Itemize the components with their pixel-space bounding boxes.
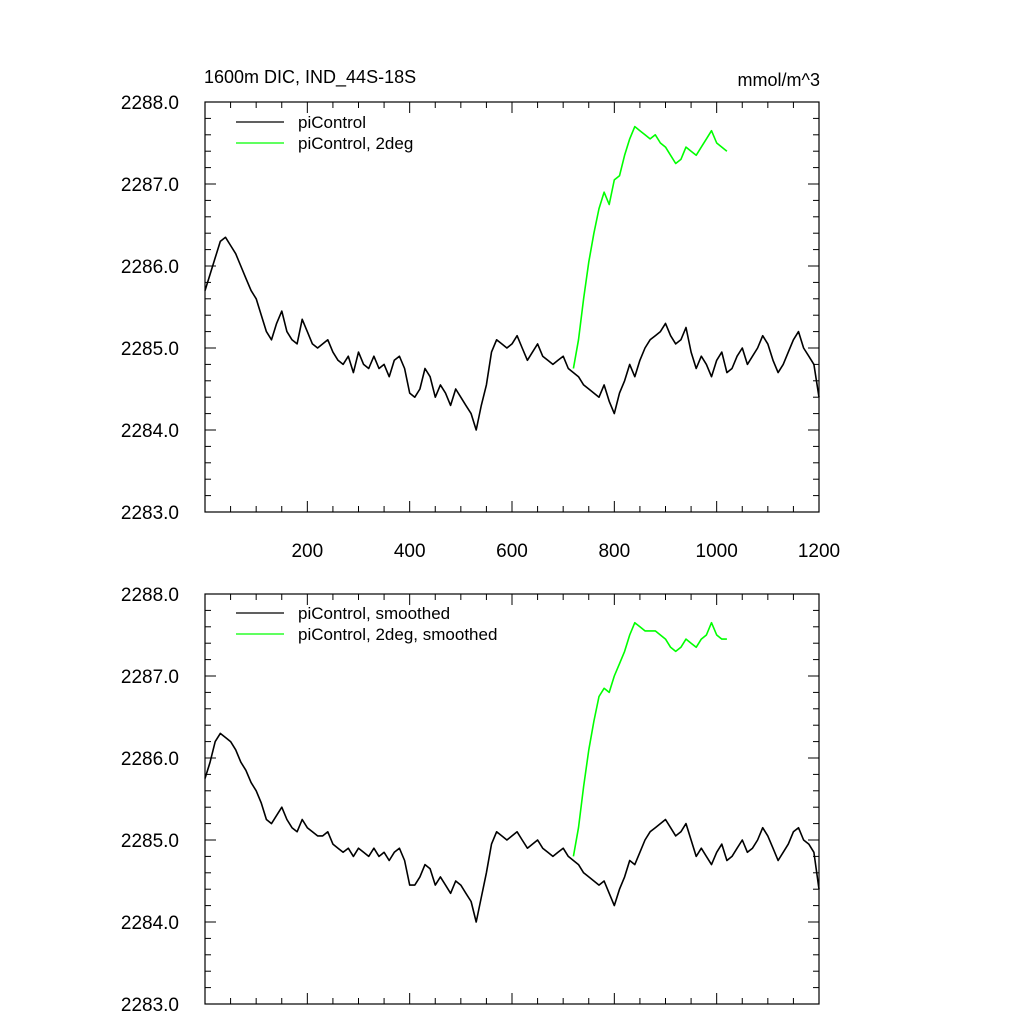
series-line-1-0 [204, 732, 820, 923]
series-line-0-1 [572, 125, 728, 369]
series-line-1-1 [572, 621, 727, 857]
legend-entry-picontrol-smoothed: piControl, smoothed [298, 604, 450, 623]
x-tick-label: 800 [598, 541, 630, 562]
x-tick-label: 200 [291, 541, 323, 562]
y-tick-label: 2288.0 [121, 93, 179, 114]
legend-entry-picontrol-2deg-smoothed: piControl, 2deg, smoothed [298, 625, 497, 644]
top-panel: 1600m DIC, IND_44S-18S mmol/m^3 2283.022… [121, 67, 840, 562]
y-tick-label: 2283.0 [121, 503, 179, 524]
bottom-panel: 2283.0 2284.0 2285.0 2286.0 2287.0 2288.0 piC… [121, 585, 820, 1016]
x-tick-label: 400 [394, 541, 426, 562]
x-tick-label: 1000 [696, 541, 738, 562]
chart-title: 1600m DIC, IND_44S-18S [204, 67, 416, 88]
units-label: mmol/m^3 [738, 70, 820, 90]
x-tick-label: 1200 [798, 541, 840, 562]
y-tick-label: 2285.0 [121, 831, 179, 852]
y-tick-label: 2286.0 [121, 257, 179, 278]
series-line-0-0 [204, 236, 820, 431]
y-tick-label: 2283.0 [121, 995, 179, 1016]
top-ticks-layer: 2283.0 2284.0 2285.0 2286.0 2287.0 2288.0 200 4… [121, 93, 840, 562]
y-tick-label: 2287.0 [121, 175, 179, 196]
bottom-legend: piControl, smoothed piControl, 2deg, smo… [236, 604, 497, 644]
y-tick-label: 2287.0 [121, 667, 179, 688]
top-legend: piControl piControl, 2deg [236, 113, 413, 153]
legend-entry-picontrol: piControl [298, 113, 366, 132]
y-tick-label: 2284.0 [121, 913, 179, 934]
y-tick-label: 2288.0 [121, 585, 179, 606]
y-tick-label: 2285.0 [121, 339, 179, 360]
top-series-layer [204, 125, 820, 431]
top-plot-frame [204, 101, 820, 513]
y-tick-label: 2284.0 [121, 421, 179, 442]
bottom-series-layer [204, 621, 820, 923]
y-tick-label: 2286.0 [121, 749, 179, 770]
x-tick-label: 600 [496, 541, 528, 562]
legend-entry-picontrol-2deg: piControl, 2deg [298, 134, 413, 153]
bottom-plot-frame [204, 593, 820, 1005]
